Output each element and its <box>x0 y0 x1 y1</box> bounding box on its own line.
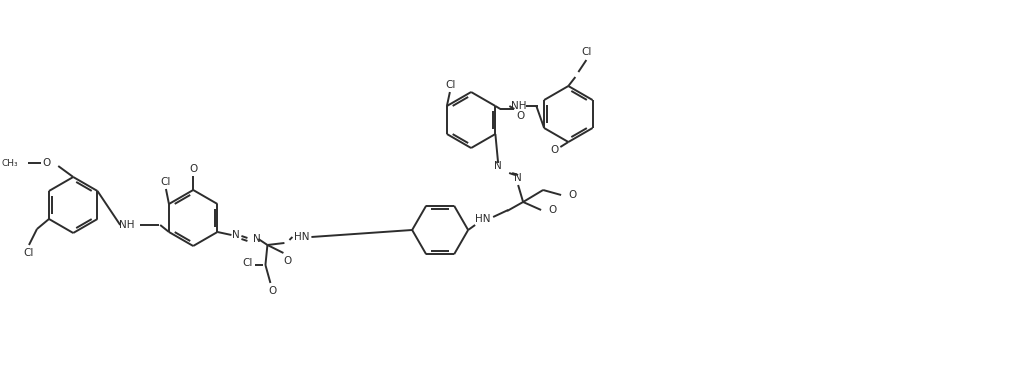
Text: O: O <box>550 145 559 155</box>
Text: N: N <box>494 161 502 171</box>
Text: Cl: Cl <box>242 258 252 268</box>
Text: O: O <box>283 256 292 266</box>
Text: O: O <box>516 111 524 121</box>
Text: HN: HN <box>476 214 491 224</box>
Text: N: N <box>514 173 522 183</box>
Text: NH: NH <box>119 220 135 230</box>
Text: Cl: Cl <box>161 177 171 187</box>
Text: HN: HN <box>294 232 309 242</box>
Text: Cl: Cl <box>445 80 457 90</box>
Text: CH₃: CH₃ <box>2 159 18 167</box>
Text: O: O <box>548 205 557 215</box>
Text: O: O <box>42 158 50 168</box>
Text: O: O <box>568 190 577 200</box>
Text: Cl: Cl <box>581 47 592 57</box>
Text: Cl: Cl <box>24 248 34 258</box>
Text: O: O <box>189 164 197 174</box>
Text: N: N <box>231 230 239 240</box>
Text: N: N <box>254 234 262 244</box>
Text: NH: NH <box>511 101 526 111</box>
Text: O: O <box>269 286 277 296</box>
